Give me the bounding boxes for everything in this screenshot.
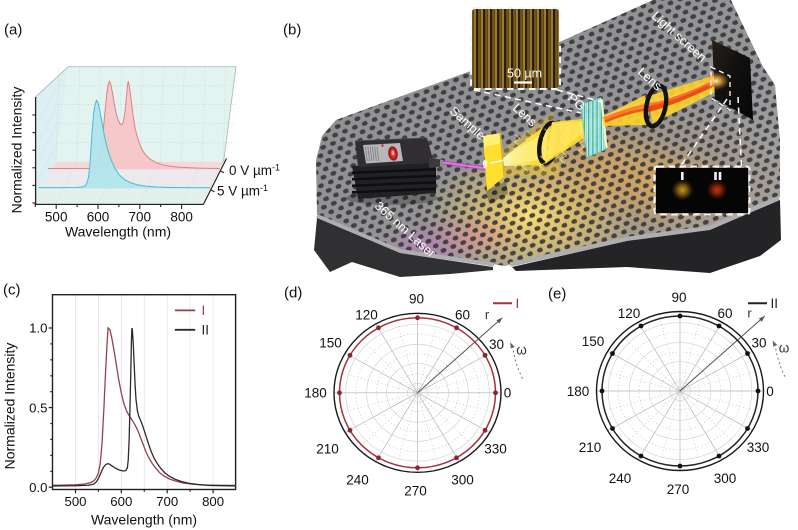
svg-text:I: I [516,296,520,311]
svg-text:50 µm: 50 µm [507,67,542,81]
svg-text:II: II [771,296,779,311]
svg-text:90: 90 [409,292,424,307]
svg-text:270: 270 [404,484,427,499]
svg-text:ω: ω [516,342,527,357]
svg-text:r: r [485,307,490,322]
svg-text:210: 210 [316,442,339,457]
svg-text:700: 700 [129,210,152,225]
svg-text:Normalized Intensity: Normalized Intensity [2,343,18,470]
svg-text:600: 600 [87,210,110,225]
svg-text:330: 330 [747,440,770,455]
svg-text:150: 150 [319,336,342,351]
svg-text:700: 700 [156,494,178,509]
svg-text:270: 270 [667,482,690,497]
svg-text:0.5: 0.5 [29,400,47,415]
svg-text:(b): (b) [283,22,301,39]
svg-text:30: 30 [751,335,766,350]
svg-text:5 V µm-1: 5 V µm-1 [217,183,268,199]
svg-text:0: 0 [504,386,512,401]
svg-text:(c): (c) [3,282,21,299]
svg-text:120: 120 [355,308,378,323]
svg-text:60: 60 [455,308,470,323]
svg-text:Wavelength (nm): Wavelength (nm) [91,512,197,528]
svg-text:(e): (e) [548,286,566,303]
svg-text:120: 120 [618,306,641,321]
svg-text:180: 180 [304,386,327,401]
svg-text:(d): (d) [284,285,302,302]
svg-text:II: II [202,323,210,338]
svg-text:300: 300 [451,473,474,488]
svg-text:300: 300 [714,471,737,486]
svg-text:500: 500 [64,494,86,509]
svg-text:0.0: 0.0 [29,480,47,495]
svg-text:r: r [747,305,752,320]
svg-text:240: 240 [609,471,632,486]
svg-text:90: 90 [671,290,686,305]
svg-text:500: 500 [45,210,68,225]
svg-text:30: 30 [489,337,504,352]
svg-text:180: 180 [567,384,590,399]
svg-text:(a): (a) [4,22,22,39]
svg-text:1.0: 1.0 [29,321,47,336]
svg-text:210: 210 [579,440,602,455]
svg-text:800: 800 [202,494,224,509]
svg-text:Wavelength (nm): Wavelength (nm) [65,224,171,240]
svg-text:60: 60 [717,306,732,321]
svg-text:150: 150 [582,334,605,349]
svg-text:0 V µm-1: 0 V µm-1 [229,163,280,179]
svg-text:Normalized Intensity: Normalized Intensity [9,87,25,214]
svg-text:800: 800 [170,210,193,225]
svg-text:0: 0 [766,384,774,399]
svg-text:I: I [202,303,206,318]
svg-text:240: 240 [346,473,369,488]
svg-text:600: 600 [110,494,132,509]
svg-text:330: 330 [484,442,507,457]
svg-text:ω: ω [779,341,790,356]
